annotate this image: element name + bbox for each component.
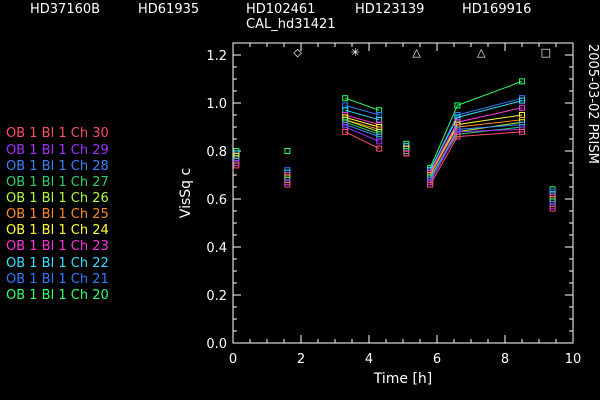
data-point xyxy=(285,149,290,154)
y-tick-label: 0.2 xyxy=(206,289,227,304)
series-line xyxy=(345,115,379,125)
top-marker: □ xyxy=(541,46,551,59)
series-line xyxy=(345,98,379,110)
series-line xyxy=(457,98,522,115)
y-tick-label: 1.2 xyxy=(206,49,227,64)
x-axis-label: Time [h] xyxy=(373,371,433,387)
x-tick-label: 2 xyxy=(297,352,305,367)
y-tick-label: 0.8 xyxy=(206,145,227,160)
y-tick-label: 0.0 xyxy=(206,337,227,352)
series-line xyxy=(430,127,457,175)
y-tick-label: 0.6 xyxy=(206,193,227,208)
series-line xyxy=(430,132,457,182)
series-line xyxy=(457,125,522,130)
top-marker: ✳ xyxy=(351,46,360,59)
top-marker: △ xyxy=(412,46,421,59)
y-tick-label: 1.0 xyxy=(206,97,227,112)
x-tick-label: 0 xyxy=(229,352,237,367)
top-marker: △ xyxy=(477,46,486,59)
x-tick-label: 10 xyxy=(565,352,582,367)
top-marker: ◇ xyxy=(293,46,302,59)
series-line xyxy=(345,105,379,115)
x-tick-label: 8 xyxy=(501,352,509,367)
series-line xyxy=(430,122,457,172)
plot-frame xyxy=(233,43,573,343)
x-tick-label: 6 xyxy=(433,352,441,367)
series-line xyxy=(430,134,457,177)
series-line xyxy=(457,81,522,105)
y-axis-label: VisSq c xyxy=(178,168,194,218)
x-tick-label: 4 xyxy=(365,352,373,367)
y-tick-label: 0.4 xyxy=(206,241,227,256)
series-line xyxy=(457,132,522,137)
